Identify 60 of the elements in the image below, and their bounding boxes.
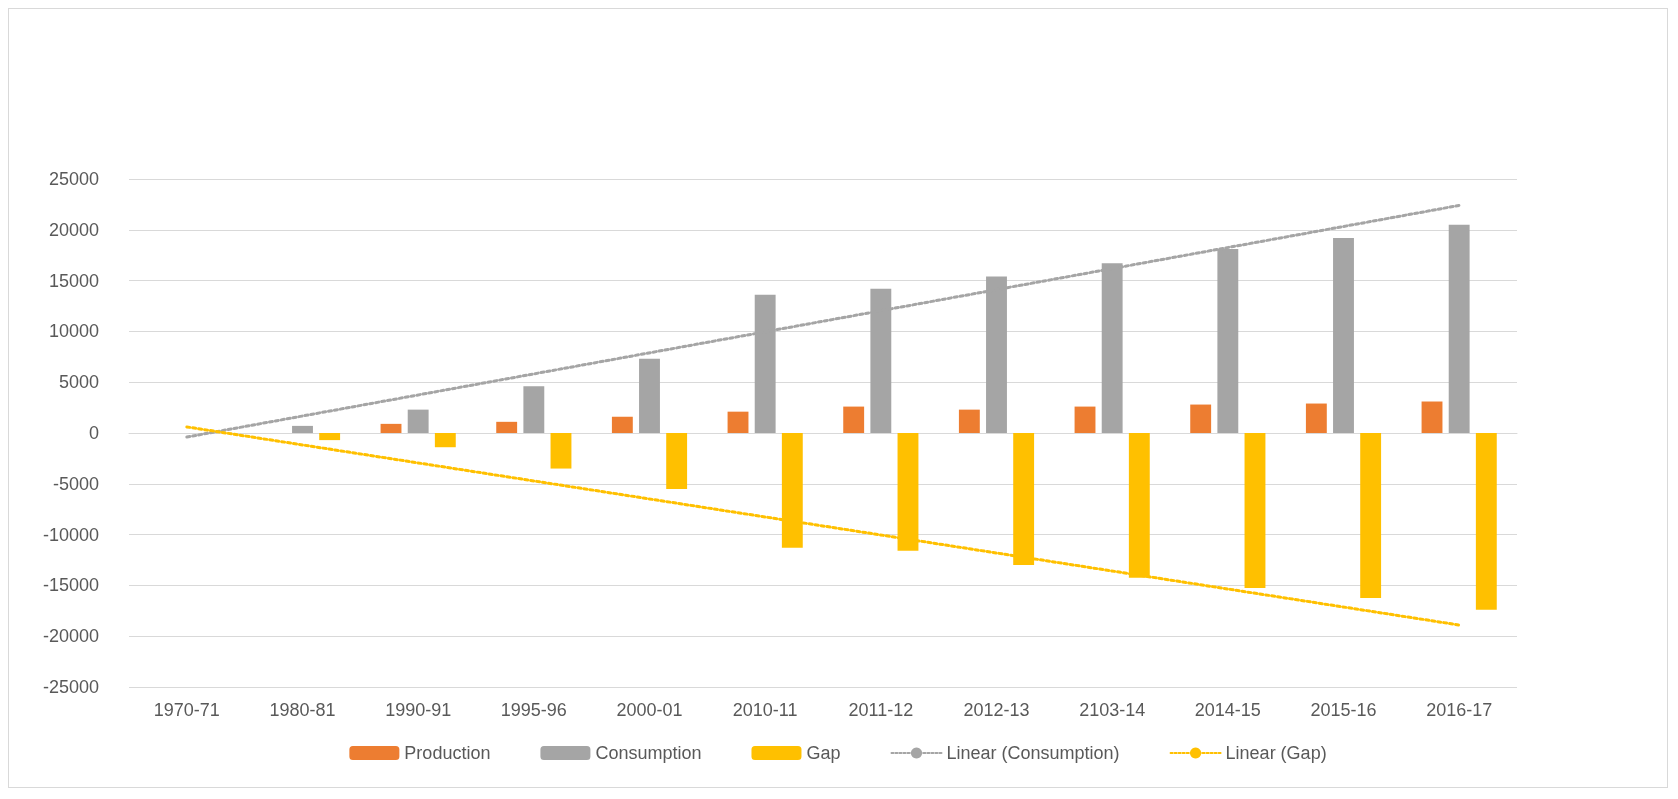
x-tick-label: 2103-14: [1079, 700, 1146, 720]
x-tick-label: 1995-96: [500, 700, 567, 720]
bar: [292, 425, 313, 433]
y-tick-label: 25000: [48, 169, 99, 189]
bar: [1101, 263, 1123, 433]
x-tick-label: 2014-15: [1194, 700, 1261, 720]
x-tick-label: 2015-16: [1310, 700, 1377, 720]
bar: [1128, 433, 1150, 578]
bar: [1360, 433, 1382, 599]
bar: [1333, 237, 1354, 433]
bar: [781, 433, 803, 548]
bar: [843, 406, 865, 433]
bar: [1217, 249, 1239, 433]
bar: [958, 409, 980, 433]
y-tick-label: 0: [88, 423, 99, 443]
legend-label: Gap: [806, 743, 841, 763]
y-tick-label: -25000: [42, 677, 99, 697]
bar: [550, 433, 572, 469]
bar: [1244, 433, 1266, 588]
y-tick-label: 5000: [58, 372, 99, 393]
y-tick-label: -15000: [42, 575, 99, 596]
x-tick-label: 1990-91: [385, 700, 452, 720]
x-tick-label: 1980-81: [269, 700, 336, 720]
bar: [1013, 433, 1035, 566]
x-tick-label: 2011-12: [848, 700, 914, 720]
y-tick-label: -5000: [52, 473, 99, 494]
bar: [1421, 401, 1443, 433]
y-tick-label: 15000: [48, 270, 99, 291]
bar: [1074, 406, 1096, 433]
legend-label: Production: [404, 743, 491, 763]
x-tick-label: 2016-17: [1426, 700, 1493, 720]
bar: [611, 416, 633, 433]
x-tick-label: 1970-71: [153, 700, 220, 720]
bar: [870, 288, 892, 433]
bar: [1190, 404, 1212, 433]
x-tick-label: 2012-13: [963, 700, 1030, 720]
bar: [1305, 403, 1327, 433]
bar: [380, 423, 402, 433]
bar: [407, 409, 429, 433]
legend-label: Consumption: [595, 743, 702, 763]
bar: [639, 358, 660, 433]
y-tick-label: -20000: [42, 626, 99, 647]
legend-label: Linear (Consumption): [946, 743, 1120, 763]
legend-label: Linear (Gap): [1225, 743, 1327, 763]
bar: [496, 421, 518, 433]
bar: [1448, 224, 1470, 433]
y-tick-label: 20000: [48, 219, 99, 240]
x-tick-label: 2010-11: [732, 700, 798, 720]
x-tick-label: 2000-01: [616, 700, 683, 720]
y-tick-label: -10000: [42, 524, 99, 545]
bar: [986, 276, 1007, 433]
bar: [319, 433, 341, 441]
bar: [754, 294, 776, 433]
bar: [666, 433, 688, 489]
y-tick-label: 10000: [48, 321, 99, 342]
bar: [523, 386, 545, 433]
bar: [434, 433, 456, 448]
bar: [1475, 433, 1497, 610]
bar: [727, 411, 749, 433]
bar: [897, 433, 919, 551]
